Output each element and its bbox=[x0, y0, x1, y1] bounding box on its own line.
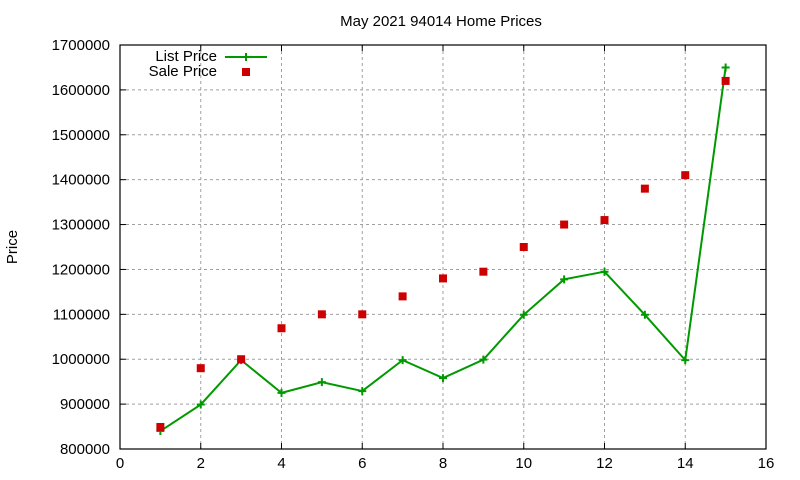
plus-marker-icon bbox=[398, 356, 407, 365]
square-marker-icon bbox=[196, 364, 205, 373]
axis-ticks: 0 2 4 6 8 10 12 14 16 800000 900000 1000000 1100000 1… bbox=[52, 37, 775, 472]
plus-marker-icon bbox=[640, 310, 649, 319]
y-tick-label: 1000000 bbox=[52, 351, 110, 368]
plus-marker-icon bbox=[439, 374, 447, 383]
square-marker-icon bbox=[358, 310, 367, 319]
square-marker-icon bbox=[398, 292, 407, 301]
x-tick-label: 4 bbox=[277, 455, 285, 472]
square-marker-icon bbox=[721, 76, 730, 85]
x-tick-label: 8 bbox=[439, 455, 447, 472]
square-marker-icon bbox=[237, 355, 246, 364]
plus-marker-icon bbox=[277, 388, 286, 397]
plus-marker-icon bbox=[681, 356, 690, 365]
x-tick-label: 12 bbox=[596, 455, 613, 472]
plus-marker-icon bbox=[721, 63, 730, 72]
legend-label-list-price: List Price bbox=[155, 48, 217, 65]
y-tick-label: 900000 bbox=[60, 396, 110, 413]
x-tick-label: 6 bbox=[358, 455, 366, 472]
y-tick-label: 1100000 bbox=[53, 306, 110, 323]
plus-marker-icon bbox=[358, 387, 367, 396]
square-marker-icon bbox=[560, 220, 569, 229]
y-tick-label: 1700000 bbox=[52, 37, 110, 54]
plus-marker-icon bbox=[479, 355, 488, 364]
plus-marker-icon bbox=[560, 275, 569, 284]
chart-title: May 2021 94014 Home Prices bbox=[340, 13, 542, 30]
y-tick-label: 800000 bbox=[60, 441, 110, 458]
series-sale-price bbox=[156, 76, 730, 432]
x-tick-label: 14 bbox=[677, 455, 694, 472]
y-tick-label: 1400000 bbox=[52, 172, 110, 189]
data-series bbox=[156, 63, 730, 436]
square-marker-icon bbox=[156, 423, 165, 432]
x-tick-label: 16 bbox=[758, 455, 775, 472]
square-marker-icon bbox=[439, 274, 447, 283]
y-axis-label: Price bbox=[4, 230, 21, 264]
x-tick-label: 2 bbox=[197, 455, 205, 472]
plus-marker-icon bbox=[317, 378, 326, 387]
plus-marker-icon bbox=[196, 400, 205, 409]
legend-square-icon bbox=[242, 68, 250, 76]
y-tick-label: 1600000 bbox=[52, 82, 110, 99]
square-marker-icon bbox=[277, 324, 286, 333]
square-marker-icon bbox=[681, 171, 690, 180]
square-marker-icon bbox=[317, 310, 326, 319]
square-marker-icon bbox=[640, 184, 649, 193]
y-tick-label: 1200000 bbox=[52, 261, 110, 278]
x-tick-label: 0 bbox=[116, 455, 124, 472]
legend: List Price Sale Price bbox=[149, 48, 267, 80]
square-marker-icon bbox=[600, 216, 609, 225]
plus-marker-icon bbox=[600, 267, 609, 276]
x-tick-label: 10 bbox=[515, 455, 532, 472]
grid-lines bbox=[120, 45, 766, 449]
square-marker-icon bbox=[479, 267, 488, 276]
square-marker-icon bbox=[519, 243, 528, 251]
legend-label-sale-price: Sale Price bbox=[149, 63, 217, 80]
y-tick-label: 1300000 bbox=[52, 217, 110, 234]
y-tick-label: 1500000 bbox=[52, 127, 110, 144]
legend-plus-icon bbox=[242, 53, 250, 61]
plus-marker-icon bbox=[519, 310, 528, 319]
